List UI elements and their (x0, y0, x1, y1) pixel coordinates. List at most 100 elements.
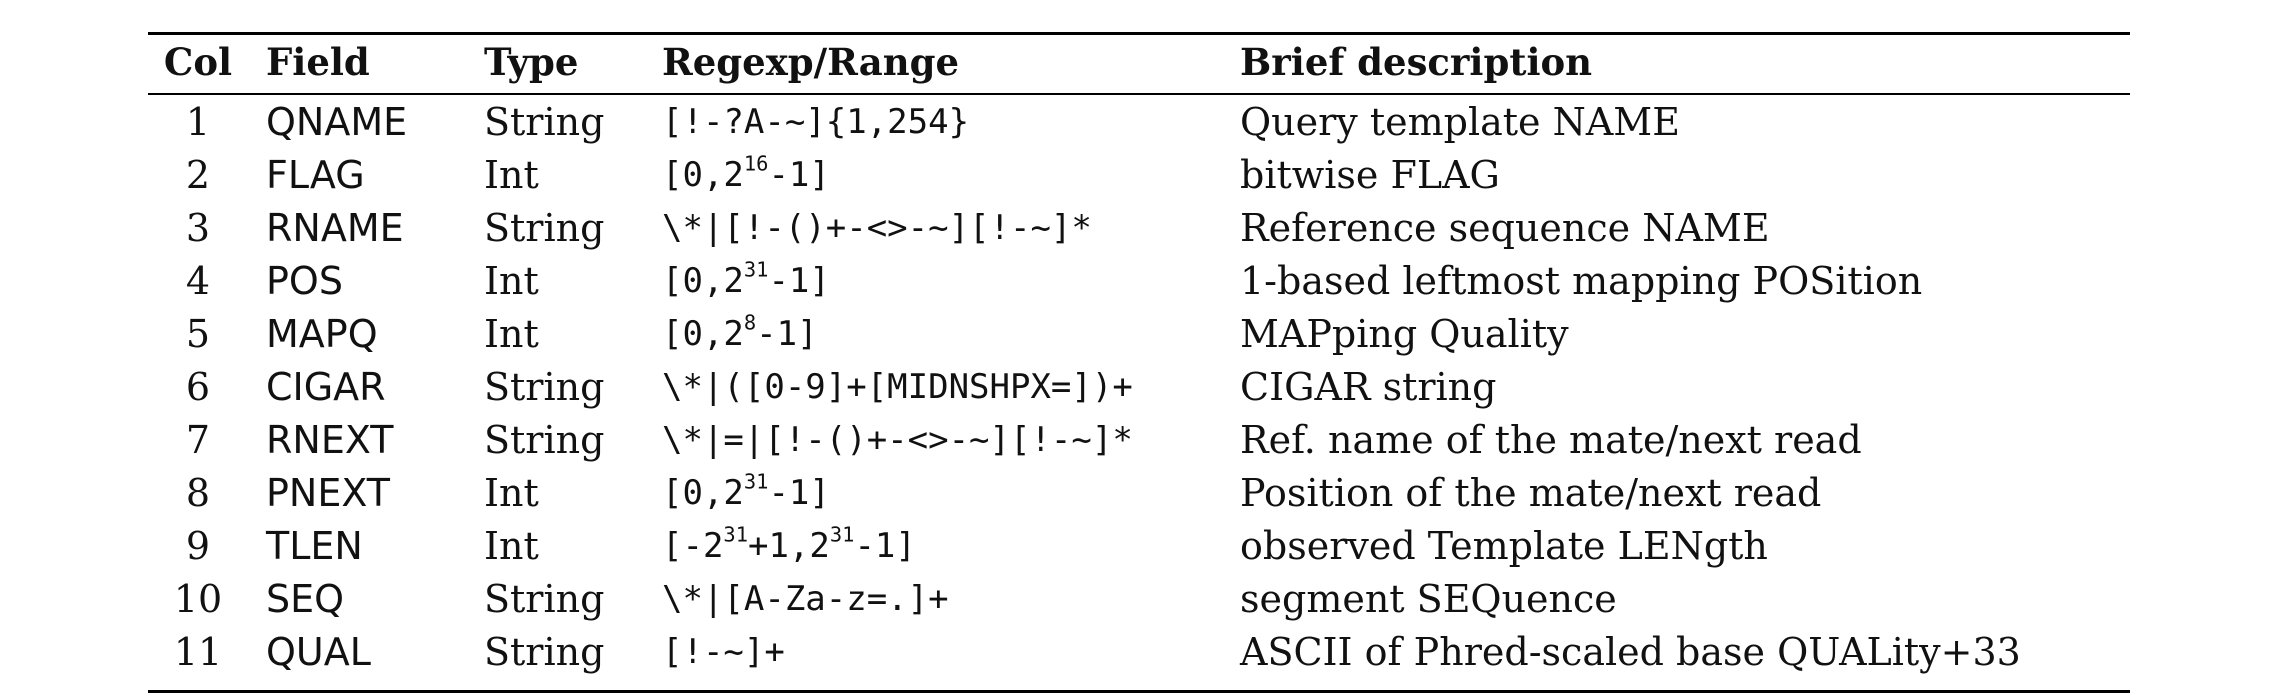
row-regexp-range: [0,231-1] (662, 471, 1240, 513)
table-row: 2 FLAG Int [0,216-1] bitwise FLAG (148, 148, 2130, 201)
header-type: Type (484, 39, 579, 84)
regexp-exponent: 8 (743, 310, 757, 335)
row-description: segment SEQuence (1240, 576, 1617, 621)
row-field-name: RNEXT (266, 417, 394, 462)
regexp-part: -1] (854, 525, 916, 566)
regexp-exponent: 31 (743, 469, 769, 494)
row-description: CIGAR string (1240, 364, 1497, 409)
row-col-number: 10 (173, 576, 223, 621)
row-field-name: TLEN (266, 523, 363, 568)
row-regexp-range: [0,231-1] (662, 259, 1240, 301)
row-description: Position of the mate/next read (1240, 470, 1822, 515)
row-type: Int (484, 258, 539, 303)
row-description: MAPping Quality (1240, 311, 1569, 356)
regexp-part: [0,2 (662, 260, 744, 301)
regexp-part: [-2 (662, 525, 724, 566)
row-description: Ref. name of the mate/next read (1240, 417, 1862, 462)
row-col-number: 8 (185, 470, 211, 515)
table-body: 1 QNAME String [!-?A-~]{1,254} Query templat… (148, 95, 2130, 678)
table-row: 11 QUAL String [!-~]+ ASCII of Phred-scaled … (148, 625, 2130, 678)
row-type: String (484, 629, 605, 674)
regexp-part: [0,2 (662, 154, 744, 195)
regexp-part: [!-?A-~]{1,254} (662, 101, 970, 142)
row-field-name: PNEXT (266, 470, 390, 515)
row-field-name: SEQ (266, 576, 345, 621)
row-regexp-range: \*|[!-()+-<>-~][!-~]* (662, 211, 1240, 245)
row-col-number: 7 (185, 417, 211, 462)
row-field-name: FLAG (266, 152, 365, 197)
regexp-part: -1] (756, 313, 818, 354)
row-regexp-range: [0,28-1] (662, 312, 1240, 354)
regexp-part: +1,2 (747, 525, 830, 566)
header-field: Field (266, 39, 370, 84)
row-regexp-range: [0,216-1] (662, 153, 1240, 195)
row-description: Query template NAME (1240, 99, 1680, 144)
table-row: 5 MAPQ Int [0,28-1] MAPping Quality (148, 307, 2130, 360)
row-regexp-range: \*|=|[!-()+-<>-~][!-~]* (662, 423, 1240, 457)
row-field-name: QUAL (266, 629, 371, 674)
regexp-exponent: 16 (743, 151, 769, 176)
row-type: Int (484, 152, 539, 197)
row-field-name: RNAME (266, 205, 404, 250)
header-row: Col Field Type Regexp/Range Brief descri… (148, 35, 2130, 89)
row-col-number: 2 (185, 152, 211, 197)
regexp-exponent: 31 (723, 522, 748, 547)
row-type: String (484, 99, 605, 144)
row-description: bitwise FLAG (1240, 152, 1500, 197)
row-description: ASCII of Phred-scaled base QUALity+33 (1240, 629, 2021, 674)
row-type: String (484, 364, 605, 409)
regexp-exponent: 31 (743, 257, 769, 282)
regexp-part: [!-~]+ (662, 631, 785, 672)
row-type: String (484, 205, 605, 250)
regexp-part: [0,2 (662, 313, 744, 354)
sam-fields-table: Col Field Type Regexp/Range Brief descri… (148, 32, 2130, 693)
row-col-number: 4 (185, 258, 211, 303)
row-col-number: 6 (185, 364, 211, 409)
row-col-number: 5 (185, 311, 211, 356)
regexp-part: \*|=|[!-()+-<>-~][!-~]* (662, 419, 1133, 460)
row-description: observed Template LENgth (1240, 523, 1768, 568)
row-type: String (484, 576, 605, 621)
row-type: String (484, 417, 605, 462)
row-col-number: 3 (185, 205, 211, 250)
regexp-part: \*|([0-9]+[MIDNSHPX=])+ (662, 366, 1133, 407)
row-type: Int (484, 523, 539, 568)
row-type: Int (484, 470, 539, 515)
table-row: 4 POS Int [0,231-1] 1-based leftmost mapping… (148, 254, 2130, 307)
regexp-exponent: 31 (829, 522, 855, 547)
table-row: 6 CIGAR String \*|([0-9]+[MIDNSHPX=])+ CIGAR… (148, 360, 2130, 413)
regexp-part: \*|[!-()+-<>-~][!-~]* (662, 207, 1092, 248)
table-row: 7 RNEXT String \*|=|[!-()+-<>-~][!-~]* Ref. … (148, 413, 2130, 466)
header-rule (148, 93, 2130, 95)
regexp-part: -1] (768, 472, 830, 513)
row-field-name: MAPQ (266, 311, 378, 356)
header-col: Col (163, 39, 233, 84)
row-col-number: 11 (173, 629, 223, 674)
table-row: 10 SEQ String \*|[A-Za-z=.]+ segment SEQuenc… (148, 572, 2130, 625)
table-row: 1 QNAME String [!-?A-~]{1,254} Query templat… (148, 95, 2130, 148)
row-regexp-range: \*|[A-Za-z=.]+ (662, 582, 1240, 616)
row-col-number: 9 (185, 523, 211, 568)
row-regexp-range: [-231+1,231-1] (662, 524, 1240, 566)
top-rule (148, 32, 2130, 35)
header-regexp: Regexp/Range (662, 39, 960, 84)
row-description: 1-based leftmost mapping POSition (1240, 258, 1923, 303)
row-field-name: CIGAR (266, 364, 386, 409)
header-description: Brief description (1240, 39, 1593, 84)
bottom-rule (148, 690, 2130, 693)
table-row: 3 RNAME String \*|[!-()+-<>-~][!-~]* Referen… (148, 201, 2130, 254)
row-field-name: POS (266, 258, 343, 303)
table-row: 9 TLEN Int [-231+1,231-1] observed Template … (148, 519, 2130, 572)
row-regexp-range: [!-~]+ (662, 635, 1240, 669)
row-col-number: 1 (185, 99, 211, 144)
table-row: 8 PNEXT Int [0,231-1] Position of the mate/n… (148, 466, 2130, 519)
row-regexp-range: \*|([0-9]+[MIDNSHPX=])+ (662, 370, 1240, 404)
row-type: Int (484, 311, 539, 356)
row-regexp-range: [!-?A-~]{1,254} (662, 105, 1240, 139)
row-field-name: QNAME (266, 99, 408, 144)
regexp-part: \*|[A-Za-z=.]+ (662, 578, 949, 619)
regexp-part: -1] (768, 260, 830, 301)
row-description: Reference sequence NAME (1240, 205, 1770, 250)
regexp-part: [0,2 (662, 472, 744, 513)
regexp-part: -1] (768, 154, 830, 195)
